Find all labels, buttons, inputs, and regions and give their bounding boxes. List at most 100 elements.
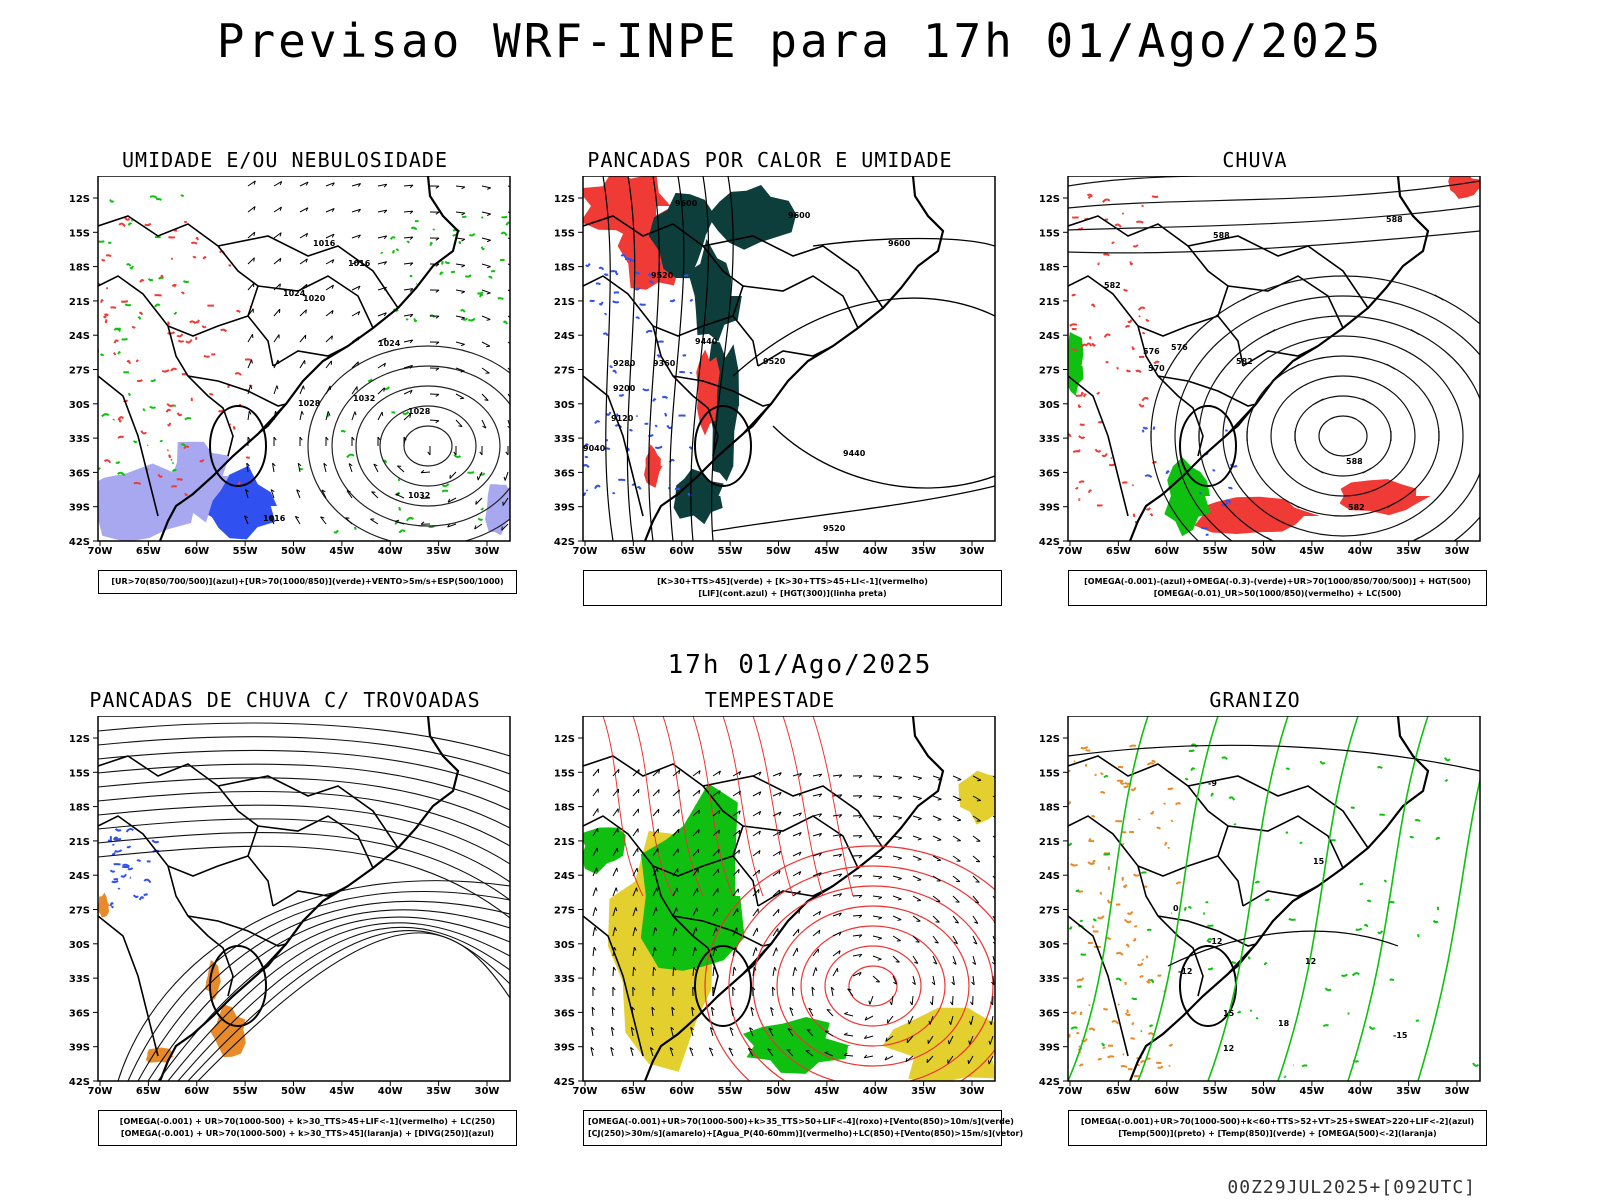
wind-vector (429, 315, 440, 319)
red-contour (136, 379, 143, 383)
lat-label: 36S (1039, 1008, 1060, 1019)
k-tts-area (673, 468, 724, 525)
red-contour (170, 367, 178, 372)
wind-vector (832, 967, 839, 977)
red-contour (1077, 404, 1082, 409)
legend-box: [K>30+TTS>45](verde) + [K>30+TTS>45+LI<-… (583, 570, 1002, 606)
omega-contour (1143, 885, 1148, 889)
red-contour (1153, 360, 1160, 365)
wind-vector (652, 907, 658, 917)
wind-vector (299, 232, 309, 239)
wind-vector (476, 471, 483, 481)
wind-vector (299, 334, 307, 343)
wind-vector (712, 790, 721, 797)
temp850-contour (1299, 841, 1303, 845)
omega-contour (1145, 955, 1149, 959)
streamline (167, 922, 510, 1081)
temp850-contour (1101, 1042, 1106, 1047)
red-contour (201, 325, 207, 329)
divergence-contour (143, 893, 149, 897)
wind-vector (972, 955, 977, 965)
wind-vector (449, 471, 457, 479)
omega-contour (1088, 1027, 1096, 1032)
panel-title: PANCADAS DE CHUVA C/ TROVOADAS (89, 688, 481, 712)
green-contour (128, 392, 131, 396)
streamline (98, 832, 510, 901)
divergence-contour (111, 852, 116, 856)
coastline (1128, 176, 1430, 541)
wind-vector (830, 986, 835, 997)
wind-vector (273, 206, 282, 213)
contour-label: 1032 (353, 394, 375, 403)
streamline (1068, 205, 1480, 231)
k-tts-area (648, 192, 715, 279)
wind-vector (481, 263, 491, 269)
lat-label: 39S (1039, 1043, 1060, 1054)
country-border (742, 943, 772, 975)
wind-vector (481, 185, 492, 190)
lon-label: 40W (863, 1086, 888, 1097)
wind-vector (692, 887, 699, 897)
lif-contour (620, 253, 627, 259)
wind-vector (652, 927, 658, 937)
hgt-contour (626, 176, 636, 541)
divergence-contour (117, 887, 121, 890)
country-border (1242, 885, 1319, 907)
map-content (583, 716, 995, 1081)
red-contour (1121, 481, 1128, 484)
wind-vector (712, 947, 718, 957)
temp850-contour (1359, 882, 1364, 886)
wind-vector (632, 788, 640, 797)
country-border (1157, 375, 1257, 407)
panel-title: UMIDADE E/OU NEBULOSIDADE (121, 148, 449, 172)
panel-umidade: UMIDADE E/OU NEBULOSIDADE 1016 1016 1020 10… (55, 148, 517, 628)
red-contour (1096, 391, 1100, 395)
stream-arrow (1362, 467, 1372, 474)
omega-contour (1078, 977, 1085, 982)
wind-vector (612, 907, 618, 917)
lif-contour (604, 447, 611, 451)
wind-vector (672, 986, 676, 997)
wind-vector (872, 855, 883, 860)
wind-vector (672, 887, 679, 897)
contour-label: 1016 (263, 514, 286, 523)
red-contour (1087, 195, 1092, 199)
wind-vector (273, 410, 278, 421)
wind-vector (632, 986, 636, 997)
country-border (652, 325, 719, 457)
divergence-contour (114, 849, 123, 853)
wind-vector (612, 788, 620, 797)
lon-label: 50W (766, 546, 791, 557)
wind-vector (351, 182, 362, 187)
wind-vector (590, 1046, 595, 1057)
rain-area (1339, 479, 1431, 516)
wind-vector (632, 867, 639, 877)
omega-contour (1096, 915, 1105, 920)
wind-vector (377, 411, 384, 421)
wind-vector (832, 893, 843, 897)
wind-vector (872, 795, 883, 800)
omega-contour (1080, 746, 1089, 750)
temp850-contour (1285, 767, 1291, 770)
lon-label: 50W (281, 1086, 306, 1097)
wind-vector (612, 847, 619, 857)
wind-vector (592, 926, 597, 937)
red-contour (1145, 318, 1150, 322)
wind-vector (892, 975, 898, 985)
red-contour (166, 403, 175, 407)
omega-contour (1116, 779, 1124, 783)
wind-vector (832, 794, 843, 798)
omega-contour (1137, 818, 1141, 821)
wind-vector (247, 436, 251, 446)
lif-contour (612, 300, 620, 304)
contour-label: -12 (1208, 937, 1222, 946)
red-contour (113, 339, 119, 344)
contour-label: 1020 (303, 294, 326, 303)
green-contour (413, 318, 418, 323)
lon-label: 30W (960, 1086, 985, 1097)
wind-vector (672, 868, 679, 877)
country-border (167, 325, 234, 457)
panel-pancadas-calor: PANCADAS POR CALOR E UMIDADE 9600 9600 960… (540, 148, 1002, 628)
omega-contour (1087, 861, 1096, 865)
wind-vector (481, 211, 491, 216)
